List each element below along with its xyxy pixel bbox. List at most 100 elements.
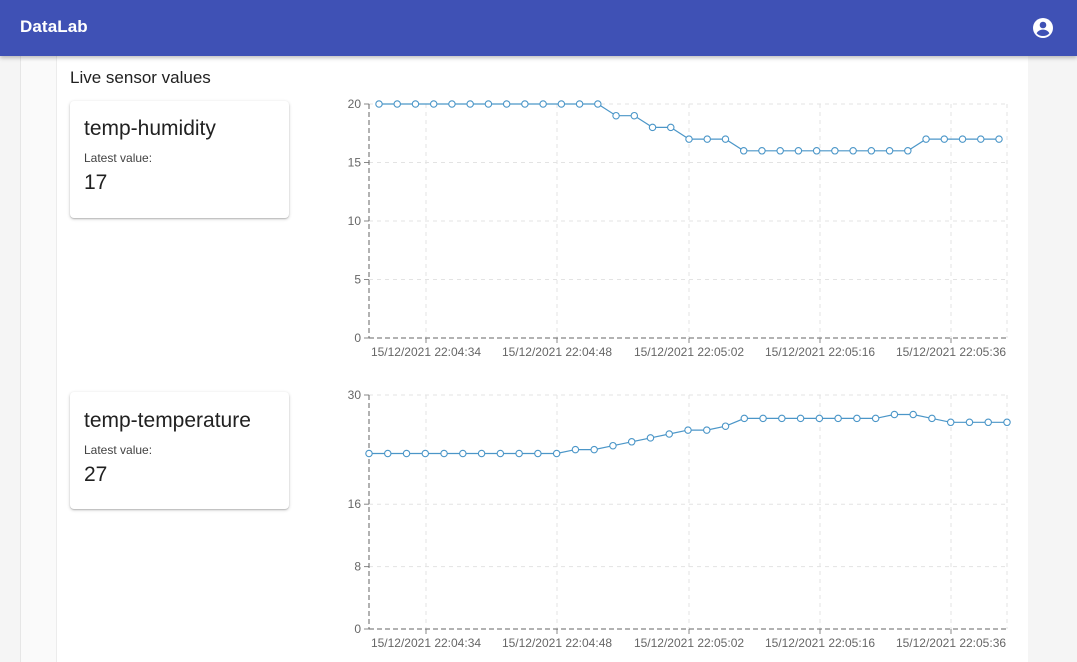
data-point bbox=[557, 100, 566, 108]
data-point bbox=[703, 426, 711, 434]
data-point bbox=[977, 135, 985, 143]
y-tick-label: 15 bbox=[348, 156, 362, 170]
data-point bbox=[928, 414, 936, 423]
x-tick-label: 15/12/2021 22:05:02 bbox=[634, 345, 744, 359]
data-point bbox=[571, 445, 580, 454]
data-point bbox=[627, 438, 636, 446]
x-tick-label: 15/12/2021 22:04:48 bbox=[502, 345, 612, 359]
sensor-name: temp-humidity bbox=[84, 117, 216, 140]
data-point bbox=[665, 430, 673, 438]
data-point bbox=[703, 135, 711, 143]
data-point bbox=[684, 426, 692, 434]
data-point bbox=[759, 414, 767, 423]
section-title: Live sensor values bbox=[70, 68, 211, 87]
data-point bbox=[758, 147, 766, 155]
x-tick-label: 15/12/2021 22:05:16 bbox=[765, 345, 875, 359]
data-point bbox=[849, 147, 857, 155]
data-point bbox=[630, 111, 639, 120]
series-line bbox=[369, 413, 1007, 455]
sensor-card-humidity[interactable]: temp-humidity Latest value: 17 bbox=[70, 101, 289, 218]
data-point bbox=[402, 449, 411, 458]
data-point bbox=[534, 449, 542, 458]
data-point bbox=[502, 100, 511, 108]
data-point bbox=[384, 449, 392, 458]
data-point bbox=[740, 414, 749, 423]
latest-value: 27 bbox=[84, 463, 108, 486]
app-title: DataLab bbox=[20, 17, 88, 36]
y-tick-label: 8 bbox=[354, 560, 361, 574]
data-point bbox=[890, 410, 899, 419]
data-point bbox=[440, 449, 448, 458]
data-point bbox=[539, 100, 547, 108]
latest-value-label: Latest value: bbox=[84, 151, 153, 165]
latest-value-label: Latest value: bbox=[84, 443, 153, 457]
y-tick-label: 5 bbox=[354, 273, 361, 287]
latest-value: 17 bbox=[84, 171, 108, 194]
data-point bbox=[904, 147, 912, 155]
data-point bbox=[739, 147, 748, 155]
data-point bbox=[393, 100, 401, 108]
data-point bbox=[667, 123, 675, 132]
series-line bbox=[379, 103, 999, 152]
account-circle-icon[interactable] bbox=[1031, 16, 1055, 40]
data-point bbox=[421, 449, 430, 458]
data-point bbox=[721, 422, 730, 430]
data-point bbox=[1003, 418, 1011, 427]
data-point bbox=[648, 123, 657, 132]
data-point bbox=[922, 135, 930, 143]
data-point bbox=[815, 414, 824, 423]
x-tick-label: 15/12/2021 22:05:02 bbox=[634, 636, 744, 650]
data-point bbox=[965, 418, 974, 427]
y-tick-label: 0 bbox=[354, 331, 361, 345]
data-point bbox=[721, 135, 730, 143]
temperature-chart: 0 8 16 30 15/12/2021 22:04:34 15/12/2021 22:0… bbox=[348, 388, 1011, 650]
x-tick-label: 15/12/2021 22:04:34 bbox=[371, 636, 481, 650]
data-point bbox=[778, 414, 786, 423]
data-point bbox=[958, 135, 967, 143]
data-point bbox=[375, 100, 383, 108]
data-point bbox=[995, 135, 1003, 143]
data-point bbox=[466, 100, 474, 108]
data-point bbox=[459, 449, 467, 458]
data-point bbox=[834, 414, 842, 423]
data-point bbox=[484, 100, 493, 108]
data-point bbox=[776, 147, 784, 155]
data-point bbox=[885, 147, 894, 155]
data-point bbox=[794, 147, 803, 155]
data-point bbox=[429, 100, 438, 108]
y-tick-label: 20 bbox=[348, 97, 362, 111]
data-point bbox=[496, 449, 505, 458]
sensor-card-temperature[interactable]: temp-temperature Latest value: 27 bbox=[70, 392, 289, 509]
data-point bbox=[940, 135, 949, 143]
x-tick-label: 15/12/2021 22:04:34 bbox=[371, 345, 481, 359]
data-point bbox=[871, 414, 880, 423]
sensor-name: temp-temperature bbox=[84, 409, 251, 432]
x-tick-label: 15/12/2021 22:04:48 bbox=[502, 636, 612, 650]
data-point bbox=[812, 147, 821, 155]
y-tick-label: 10 bbox=[348, 214, 362, 228]
data-point bbox=[575, 100, 584, 108]
app-bar: DataLab bbox=[0, 0, 1077, 56]
x-tick-label: 15/12/2021 22:05:36 bbox=[896, 636, 1006, 650]
data-point bbox=[477, 449, 486, 458]
x-tick-label: 15/12/2021 22:05:36 bbox=[896, 345, 1006, 359]
data-point bbox=[552, 449, 561, 458]
humidity-chart: 0 5 10 15 20 15/12/2021 22:04:34 15/12/2021 22… bbox=[348, 97, 1008, 359]
y-tick-label: 0 bbox=[354, 622, 361, 636]
data-point bbox=[411, 100, 420, 108]
data-point bbox=[984, 418, 992, 427]
data-point bbox=[853, 414, 861, 423]
data-point bbox=[685, 135, 693, 143]
data-point bbox=[521, 100, 529, 108]
data-point bbox=[946, 418, 955, 427]
data-point bbox=[448, 100, 456, 108]
y-tick-label: 16 bbox=[348, 497, 362, 511]
data-point bbox=[590, 445, 598, 454]
data-point bbox=[365, 449, 373, 458]
data-point bbox=[867, 147, 876, 155]
data-point bbox=[594, 100, 602, 108]
data-point bbox=[612, 111, 620, 120]
data-point bbox=[831, 147, 839, 155]
data-point bbox=[796, 414, 805, 423]
data-point bbox=[646, 434, 655, 442]
